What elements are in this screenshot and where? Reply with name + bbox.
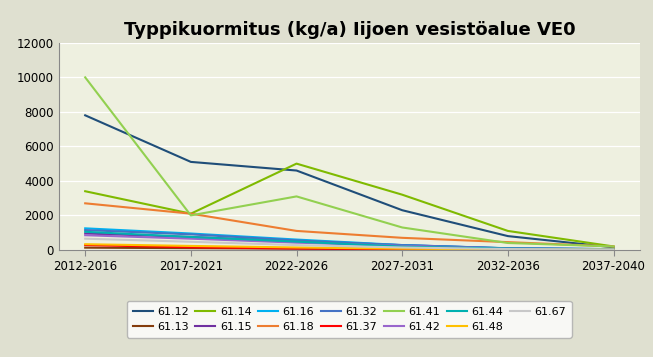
61.67 (293, 243, 300, 247)
Line: 61.13: 61.13 (85, 248, 614, 250)
Line: 61.44: 61.44 (85, 232, 614, 249)
61.32 (504, 246, 512, 251)
61.15 (81, 231, 89, 236)
61.15 (187, 235, 195, 239)
61.41 (610, 244, 618, 248)
61.44 (81, 230, 89, 234)
61.37 (187, 245, 195, 250)
61.48 (610, 247, 618, 252)
61.32 (293, 238, 300, 242)
61.67 (187, 240, 195, 244)
61.67 (610, 247, 618, 252)
61.67 (398, 245, 406, 250)
61.12 (398, 208, 406, 212)
61.42 (504, 246, 512, 251)
61.42 (81, 233, 89, 237)
61.44 (504, 246, 512, 251)
61.16 (81, 226, 89, 231)
61.37 (81, 243, 89, 247)
61.32 (610, 247, 618, 251)
61.14 (81, 189, 89, 193)
61.41 (187, 213, 195, 217)
61.13 (81, 246, 89, 250)
61.42 (187, 237, 195, 241)
Line: 61.16: 61.16 (85, 228, 614, 249)
61.44 (398, 245, 406, 249)
61.12 (187, 160, 195, 164)
61.18 (81, 201, 89, 206)
61.42 (293, 241, 300, 245)
61.41 (504, 241, 512, 245)
61.14 (293, 161, 300, 166)
61.37 (398, 247, 406, 251)
61.42 (398, 244, 406, 248)
Line: 61.15: 61.15 (85, 233, 614, 249)
61.12 (81, 113, 89, 117)
Title: Typpikuormitus (kg/a) Iijoen vesistöalue VE0: Typpikuormitus (kg/a) Iijoen vesistöalue… (123, 20, 575, 39)
61.67 (504, 247, 512, 251)
Line: 61.12: 61.12 (85, 115, 614, 247)
61.15 (398, 243, 406, 247)
61.48 (293, 245, 300, 250)
61.32 (398, 243, 406, 247)
Line: 61.14: 61.14 (85, 164, 614, 246)
Legend: 61.12, 61.13, 61.14, 61.15, 61.16, 61.18, 61.32, 61.37, 61.41, 61.42, 61.44, 61.: 61.12, 61.13, 61.14, 61.15, 61.16, 61.18… (127, 301, 572, 338)
Line: 61.37: 61.37 (85, 245, 614, 250)
61.18 (398, 236, 406, 240)
61.13 (398, 247, 406, 251)
Line: 61.32: 61.32 (85, 230, 614, 249)
61.18 (504, 240, 512, 244)
61.48 (81, 242, 89, 246)
61.16 (187, 231, 195, 236)
61.41 (81, 75, 89, 80)
61.14 (398, 192, 406, 197)
61.44 (610, 247, 618, 251)
Line: 61.42: 61.42 (85, 235, 614, 249)
61.44 (187, 235, 195, 239)
61.13 (610, 248, 618, 252)
61.12 (504, 234, 512, 238)
61.15 (293, 239, 300, 243)
61.67 (81, 237, 89, 241)
61.32 (187, 232, 195, 237)
61.42 (610, 247, 618, 251)
Line: 61.67: 61.67 (85, 239, 614, 250)
61.14 (187, 211, 195, 216)
61.15 (504, 246, 512, 251)
61.41 (398, 225, 406, 230)
Line: 61.48: 61.48 (85, 244, 614, 250)
Line: 61.41: 61.41 (85, 77, 614, 246)
61.37 (293, 246, 300, 251)
61.18 (610, 244, 618, 248)
61.13 (293, 247, 300, 251)
61.16 (398, 243, 406, 247)
61.14 (610, 244, 618, 248)
61.16 (504, 246, 512, 250)
61.15 (610, 247, 618, 251)
61.13 (504, 247, 512, 252)
61.12 (610, 245, 618, 250)
61.16 (293, 237, 300, 242)
61.32 (81, 228, 89, 232)
61.41 (293, 194, 300, 198)
Line: 61.18: 61.18 (85, 203, 614, 246)
61.12 (293, 169, 300, 173)
61.18 (293, 229, 300, 233)
61.44 (293, 240, 300, 244)
61.18 (187, 211, 195, 216)
61.13 (187, 246, 195, 250)
61.48 (504, 247, 512, 252)
61.37 (504, 247, 512, 252)
61.37 (610, 248, 618, 252)
61.16 (610, 247, 618, 251)
61.14 (504, 229, 512, 233)
61.48 (187, 244, 195, 248)
61.48 (398, 247, 406, 251)
